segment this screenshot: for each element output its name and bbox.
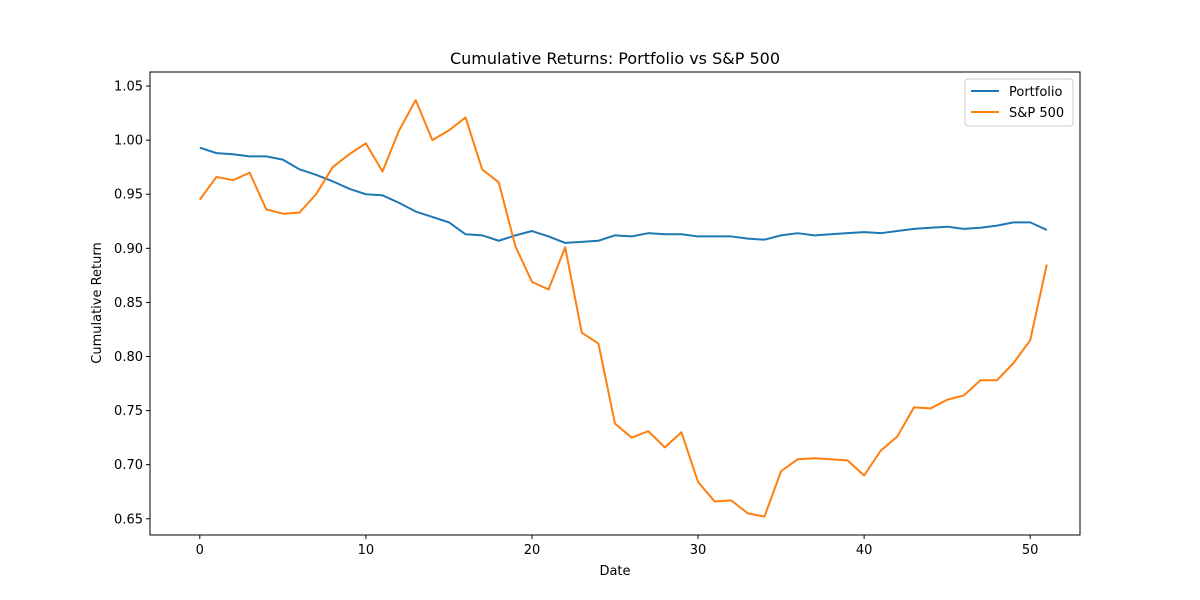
y-tick-label: 0.65 <box>114 512 143 527</box>
y-tick-label: 0.75 <box>114 404 143 419</box>
y-tick-label: 1.05 <box>114 80 143 95</box>
y-tick-label: 0.70 <box>114 458 143 473</box>
x-tick-label: 30 <box>690 543 707 558</box>
legend-label: Portfolio <box>1009 85 1063 100</box>
series-line-portfolio <box>199 146 1048 244</box>
y-tick-label: 1.00 <box>114 134 143 149</box>
y-tick-label: 0.95 <box>114 188 143 203</box>
legend: Portfolio S&P 500 <box>964 78 1074 127</box>
plot-area: 0 10 20 30 40 50 0.65 0.70 0.75 0.80 0.85 0.90 0.95 1… <box>114 71 1081 558</box>
x-tick-label: 50 <box>1022 543 1039 558</box>
legend-label: S&P 500 <box>1009 106 1064 121</box>
x-tick-label: 20 <box>524 543 541 558</box>
x-tick-label: 40 <box>856 543 873 558</box>
y-tick-label: 0.80 <box>114 350 143 365</box>
y-tick-label: 0.90 <box>114 242 143 257</box>
y-tick-label: 0.85 <box>114 296 143 311</box>
chart-title: Cumulative Returns: Portfolio vs S&P 500 <box>450 49 780 68</box>
x-tick-label: 10 <box>358 543 375 558</box>
series-line-s-p-500 <box>199 99 1048 518</box>
x-tick-label: 0 <box>196 543 204 558</box>
plot-frame <box>149 71 1081 536</box>
x-axis-title: Date <box>599 564 630 579</box>
y-axis-title: Cumulative Return <box>90 242 105 363</box>
